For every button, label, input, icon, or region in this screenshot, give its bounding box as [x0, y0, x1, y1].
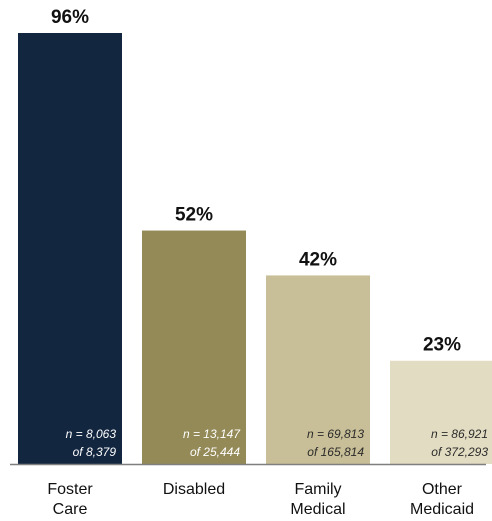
bar-n-label: of 25,444 — [190, 445, 240, 459]
category-label: Medicaid — [410, 501, 474, 518]
bar — [266, 275, 370, 464]
category-label: Family — [294, 481, 341, 498]
bar-n-label: n = 69,813 — [307, 427, 364, 441]
bar-n-label: of 165,814 — [307, 445, 364, 459]
bar-n-label: of 8,379 — [73, 445, 117, 459]
category-label: Disabled — [163, 481, 225, 498]
bar-n-label: n = 86,921 — [431, 427, 488, 441]
bar-value-label: 23% — [423, 335, 461, 356]
bar-value-label: 96% — [51, 7, 89, 28]
bar-n-label: n = 13,147 — [183, 427, 241, 441]
category-label: Foster — [47, 481, 93, 498]
bar — [142, 230, 246, 464]
bar-value-label: 42% — [299, 249, 337, 270]
bar-value-label: 52% — [175, 205, 213, 226]
bar-n-label: of 372,293 — [431, 445, 488, 459]
bar-n-label: n = 8,063 — [66, 427, 117, 441]
category-label: Medical — [290, 501, 345, 518]
bar — [390, 360, 492, 464]
category-label: Other — [422, 481, 463, 498]
bar — [18, 33, 122, 464]
category-label: Care — [53, 501, 88, 518]
